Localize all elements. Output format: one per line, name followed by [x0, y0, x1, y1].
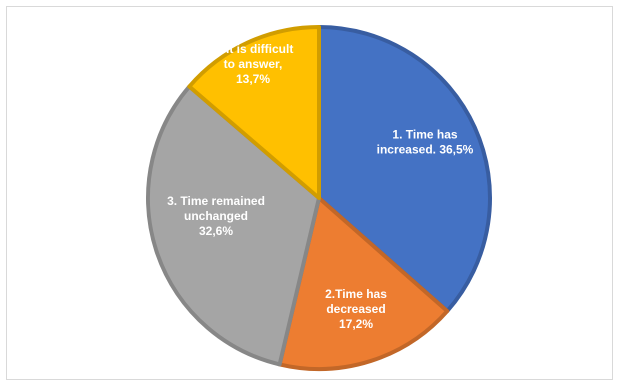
- pie-slice-2: [277, 196, 450, 371]
- slice-label-2-line-1: 2.Time has: [325, 287, 387, 301]
- slice-label-3-line-1: 3. Time remained: [167, 194, 265, 208]
- pie-slice-4: [187, 25, 321, 200]
- slice-label-3: 3. Time remained unchanged 32,6%: [167, 194, 265, 238]
- slice-label-1-line-1: 1. Time has: [392, 128, 457, 142]
- slice-label-1: 1. Time has increased. 36,5%: [377, 128, 474, 157]
- slice-label-4-line-3: 13,7%: [236, 72, 270, 86]
- slice-label-2-line-3: 17,2%: [339, 317, 373, 331]
- slice-label-4-line-2: to answer,: [224, 57, 283, 71]
- slice-label-4: 4. It is difficult to answer, 13,7%: [213, 42, 294, 86]
- pie-slice-1: [317, 25, 492, 314]
- slice-label-1-line-2: increased. 36,5%: [377, 143, 474, 157]
- slice-label-4-line-1: 4. It is difficult: [213, 42, 294, 56]
- slice-label-2-line-2: decreased: [326, 302, 385, 316]
- slice-label-3-line-2: unchanged: [184, 209, 248, 223]
- slice-label-3-line-3: 32,6%: [199, 224, 233, 238]
- slice-label-2: 2.Time has decreased 17,2%: [325, 287, 387, 331]
- pie-slice-3: [146, 84, 321, 367]
